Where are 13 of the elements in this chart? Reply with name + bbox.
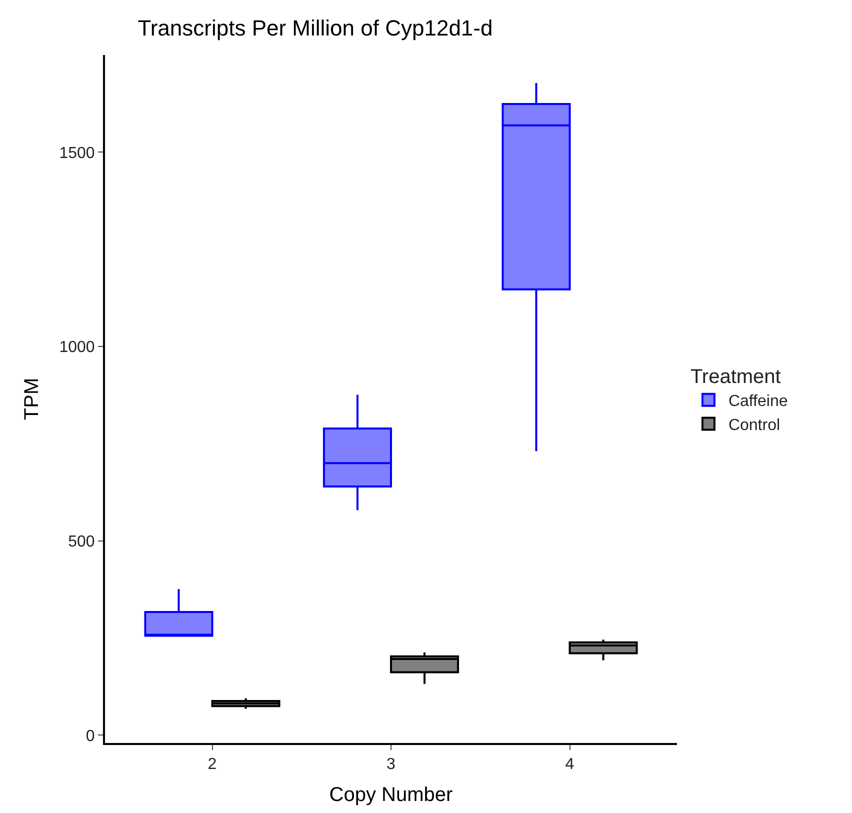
y-tick-label: 1000 — [59, 339, 95, 356]
x-axis-title: Copy Number — [329, 784, 454, 806]
y-tick-label: 500 — [68, 533, 95, 550]
chart-title: Transcripts Per Million of Cyp12d1-d — [138, 16, 493, 41]
y-axis-title: TPM — [21, 378, 44, 420]
legend-title: Treatment — [690, 366, 782, 388]
legend-label: Control — [728, 416, 780, 434]
y-tick-label: 0 — [86, 728, 95, 745]
y-tick-label: 1500 — [59, 144, 95, 162]
legend-label: Caffeine — [728, 393, 788, 410]
x-tick-label: 4 — [565, 756, 574, 774]
x-tick-label: 3 — [386, 756, 396, 774]
x-tick-label: 2 — [208, 756, 217, 774]
